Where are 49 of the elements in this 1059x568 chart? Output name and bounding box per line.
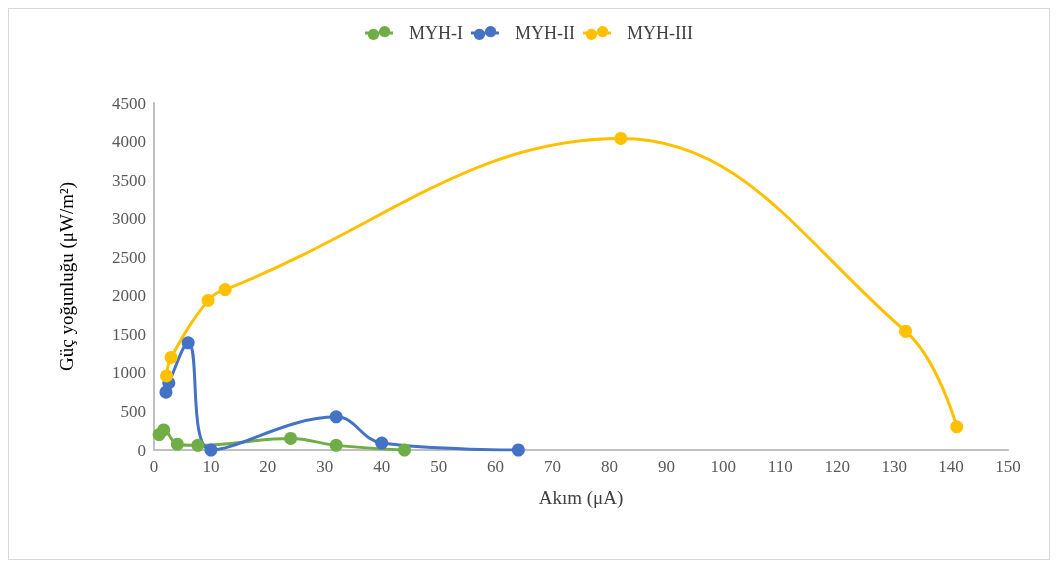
- point: [614, 131, 628, 145]
- point: [204, 443, 218, 457]
- x-tick-label: 70: [544, 457, 562, 476]
- legend-label: MYH-I: [409, 23, 464, 43]
- y-tick-label: 2000: [112, 286, 146, 306]
- y-tick-label: 3500: [112, 170, 146, 190]
- x-tick-label: 50: [430, 457, 448, 476]
- y-tick-label: 2500: [112, 247, 146, 267]
- point: [201, 293, 215, 307]
- x-tick-label: 140: [938, 457, 964, 476]
- y-tick-label: 0: [137, 440, 146, 460]
- legend-label: MYH-III: [627, 23, 693, 43]
- legend-label: MYH-II: [515, 23, 576, 43]
- point: [950, 420, 964, 434]
- x-tick-label: 80: [600, 457, 618, 476]
- point: [375, 436, 389, 450]
- x-tick-label: 120: [824, 457, 850, 476]
- point: [511, 443, 525, 457]
- x-tick-label: 90: [657, 457, 675, 476]
- x-tick-label: 100: [710, 457, 737, 476]
- x-tick-label: 0: [149, 457, 159, 476]
- y-tick-label: 3000: [112, 209, 146, 229]
- x-tick-label: 60: [487, 457, 505, 476]
- point: [329, 410, 343, 424]
- point: [157, 423, 171, 437]
- point: [284, 431, 298, 445]
- x-tick-label: 130: [881, 457, 907, 476]
- x-tick-label: 40: [373, 457, 391, 476]
- y-tick-label: 1000: [112, 363, 146, 383]
- point: [329, 438, 343, 452]
- x-axis-title: Akım (μA): [538, 487, 624, 509]
- point: [191, 438, 205, 452]
- y-tick-label: 1500: [112, 324, 146, 344]
- point: [164, 350, 178, 364]
- x-tick-label: 150: [995, 457, 1021, 476]
- point: [398, 443, 412, 457]
- y-tick-label: 4500: [112, 93, 146, 113]
- y-tick-label: 4000: [112, 132, 146, 152]
- point: [170, 437, 184, 451]
- point: [160, 369, 174, 383]
- point: [899, 324, 913, 338]
- point: [218, 283, 232, 297]
- x-tick-label: 20: [259, 457, 277, 476]
- y-axis-title: Güç yoğunluğu (μW/m²): [56, 182, 78, 371]
- x-tick-label: 10: [202, 457, 220, 476]
- y-tick-label: 500: [120, 401, 146, 421]
- x-tick-label: 30: [316, 457, 334, 476]
- point: [181, 336, 195, 350]
- x-tick-label: 110: [767, 457, 793, 476]
